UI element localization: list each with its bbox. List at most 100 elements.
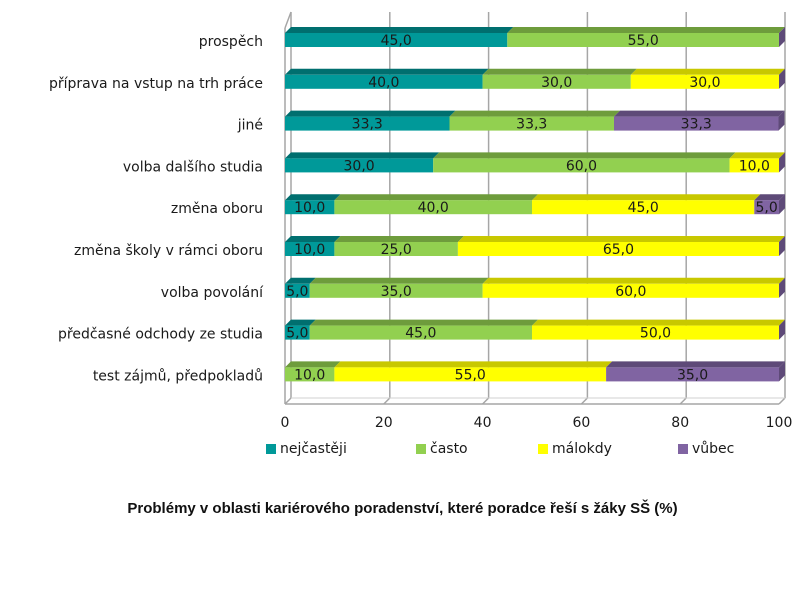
bar-segment	[334, 200, 532, 215]
category-label: změna školy v rámci oboru	[74, 243, 263, 259]
bar-segment	[334, 242, 458, 256]
data-label: 10,0	[294, 367, 325, 383]
bars	[285, 27, 785, 382]
category-label: změna oboru	[171, 201, 263, 217]
data-label: 55,0	[628, 33, 659, 49]
legend-item-casto: často	[416, 441, 468, 457]
legend-item-nejcasteji: nejčastěji	[266, 441, 347, 457]
bar-segment	[630, 74, 779, 89]
bar-segment-top	[754, 194, 785, 201]
bar-segment-top	[309, 319, 538, 326]
data-labels: 45,0 55,0 40,0 30,0 30,0 33,3 33,3 33,3 30,0 60,0…	[286, 33, 778, 383]
bar-segment	[482, 74, 631, 89]
data-label: 30,0	[344, 158, 375, 174]
data-label: 65,0	[603, 242, 634, 258]
data-label: 35,0	[677, 367, 708, 383]
bar-segment-top	[285, 361, 341, 368]
data-label: 35,0	[381, 284, 412, 300]
bar-segment	[309, 325, 532, 340]
data-label: 45,0	[405, 326, 436, 342]
bar-segment	[285, 33, 508, 47]
bar-segment-top	[457, 236, 785, 242]
data-label: 10,0	[294, 200, 325, 216]
data-label: 25,0	[381, 242, 412, 258]
data-label: 33,3	[516, 117, 547, 133]
data-label: 45,0	[381, 33, 412, 49]
data-label: 50,0	[640, 326, 671, 342]
bar-segment-top	[309, 277, 489, 284]
legend-swatch-casto	[416, 444, 426, 454]
x-tick-label: 40	[474, 415, 492, 431]
bar-segment-top	[285, 152, 440, 159]
data-label: 60,0	[615, 284, 646, 300]
bar-segment	[285, 200, 335, 215]
data-label: 55,0	[455, 367, 486, 383]
bar-end-cap	[779, 361, 785, 382]
data-label: 40,0	[418, 200, 449, 216]
legend-item-malokdy: málokdy	[538, 441, 612, 457]
bar-segment-top	[334, 361, 613, 368]
data-label: 5,0	[756, 200, 778, 216]
bar-segment-top	[285, 68, 489, 75]
category-label: jiné	[237, 118, 263, 134]
stacked-bar-chart: 45,0 55,0 40,0 30,0 30,0 33,3 33,3 33,3 30,0 60,0…	[49, 11, 793, 431]
category-label: příprava na vstup na trh práce	[49, 76, 263, 92]
bar-segment-top	[334, 194, 538, 201]
x-tick-label: 60	[572, 415, 590, 431]
bar-segment	[482, 283, 779, 298]
x-axis-ticks: 0 20 40 60 80 100	[281, 415, 793, 431]
chart-title: Problémy v oblasti kariérového poradenst…	[127, 500, 678, 517]
floor-line	[383, 397, 391, 405]
bar-segment-top	[614, 110, 785, 117]
bar-segment	[433, 158, 730, 173]
data-label: 33,3	[352, 117, 383, 133]
bar-segment	[507, 33, 779, 47]
legend-swatch-malokdy	[538, 444, 548, 454]
bar-end-cap	[779, 319, 785, 340]
data-label: 33,3	[681, 117, 712, 133]
bar-segment	[532, 325, 779, 340]
bar-segment-top	[482, 68, 637, 75]
x-tick-label: 0	[281, 415, 290, 431]
bar-segment	[754, 200, 779, 215]
bar-segment-top	[729, 152, 785, 159]
category-label: test zájmů, předpokladů	[93, 368, 263, 384]
legend-label: nejčastěji	[280, 441, 347, 457]
data-label: 5,0	[286, 284, 308, 300]
bar-segment	[334, 367, 607, 382]
bar-segment-top	[285, 319, 316, 326]
floor-line	[778, 397, 786, 405]
bar-end-cap	[778, 110, 785, 131]
bar-segment	[285, 74, 483, 89]
floor-line	[482, 397, 490, 405]
bar-segment	[449, 116, 615, 131]
data-label: 30,0	[541, 75, 572, 91]
legend-label: málokdy	[552, 441, 612, 457]
floor-line	[284, 397, 292, 405]
bar-segment-top	[532, 319, 785, 326]
bar-segment-top	[433, 152, 736, 159]
bar-segment	[606, 367, 779, 382]
x-tick-label: 100	[766, 415, 793, 431]
bar-segment-top	[532, 194, 761, 201]
bar-segment	[309, 283, 483, 298]
bar-end-cap	[779, 152, 785, 173]
bar-segment-top	[285, 236, 341, 242]
legend-item-vubec: vůbec	[678, 441, 734, 457]
legend-label: vůbec	[692, 441, 735, 457]
bar-segment-top	[285, 27, 514, 33]
bar-end-cap	[779, 277, 785, 298]
legend-swatch-vubec	[678, 444, 688, 454]
category-label: předčasné odchody ze studia	[58, 327, 263, 343]
category-label: volba povolání	[161, 285, 264, 301]
bar-segment-top	[285, 277, 316, 284]
bar-segment	[285, 116, 450, 131]
bar-segment-top	[285, 194, 341, 201]
bar-end-cap	[779, 68, 785, 89]
category-label: prospěch	[199, 34, 263, 50]
bar-end-cap	[779, 27, 785, 47]
bar-segment-top	[285, 110, 456, 117]
bar-segment	[285, 325, 310, 340]
legend-swatch-nejcasteji	[266, 444, 276, 454]
legend-label: často	[430, 441, 468, 457]
